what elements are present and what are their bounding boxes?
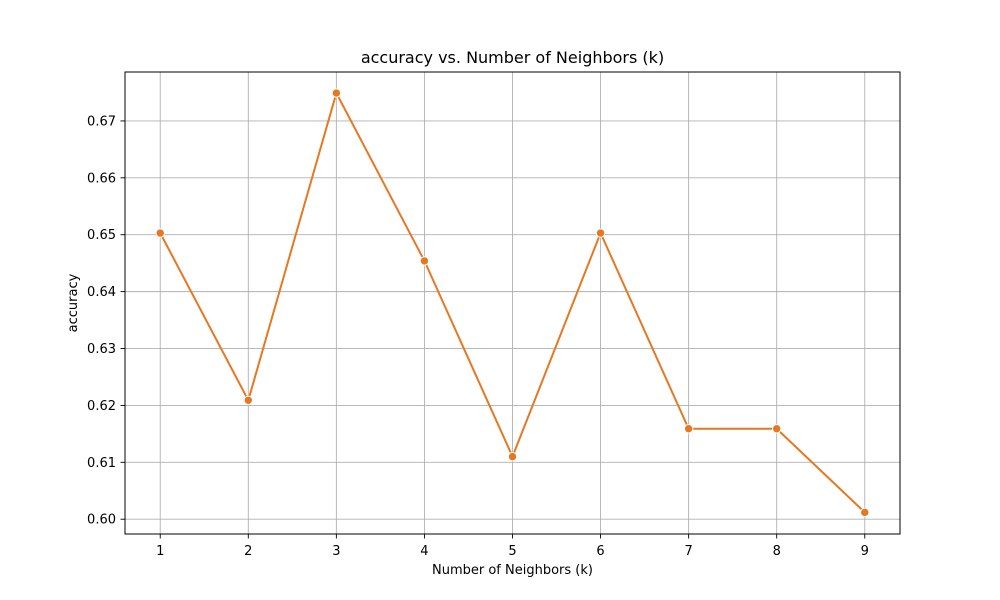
chart-title: accuracy vs. Number of Neighbors (k)	[361, 48, 664, 67]
x-tick-label: 5	[508, 544, 516, 559]
data-point	[331, 88, 342, 98]
x-tick-label: 7	[684, 544, 692, 559]
x-axis-label: Number of Neighbors (k)	[432, 563, 593, 578]
data-point	[507, 451, 518, 462]
x-tick-label: 9	[861, 544, 869, 559]
data-point	[772, 424, 782, 434]
data-point	[683, 424, 694, 434]
x-tick-label: 1	[156, 544, 164, 559]
y-tick-label: 0.64	[87, 285, 116, 300]
data-point	[243, 395, 253, 405]
x-tick-label: 4	[420, 544, 428, 559]
y-tick-label: 0.67	[87, 114, 116, 129]
data-point	[155, 228, 165, 238]
x-tick-label: 2	[244, 544, 252, 559]
y-tick-label: 0.66	[87, 171, 116, 186]
grid	[125, 72, 900, 534]
y-tick-label: 0.62	[87, 399, 116, 414]
data-point	[419, 256, 430, 266]
y-tick-label: 0.61	[87, 456, 116, 471]
data-point	[860, 507, 870, 518]
x-tick-label: 3	[332, 544, 340, 559]
y-axis-label: accuracy	[66, 273, 81, 332]
ticks: 1 2 3 4 5 6 7 8 9 0.60 0.61 0.62 0.63 0.64 0.65 0.66 0.6…	[87, 114, 869, 559]
x-tick-label: 6	[596, 544, 604, 559]
y-tick-label: 0.65	[87, 228, 116, 243]
y-tick-label: 0.60	[87, 513, 116, 528]
series-layer	[155, 88, 870, 518]
x-tick-label: 8	[773, 544, 781, 559]
y-tick-label: 0.63	[87, 342, 116, 357]
data-point	[595, 228, 606, 238]
